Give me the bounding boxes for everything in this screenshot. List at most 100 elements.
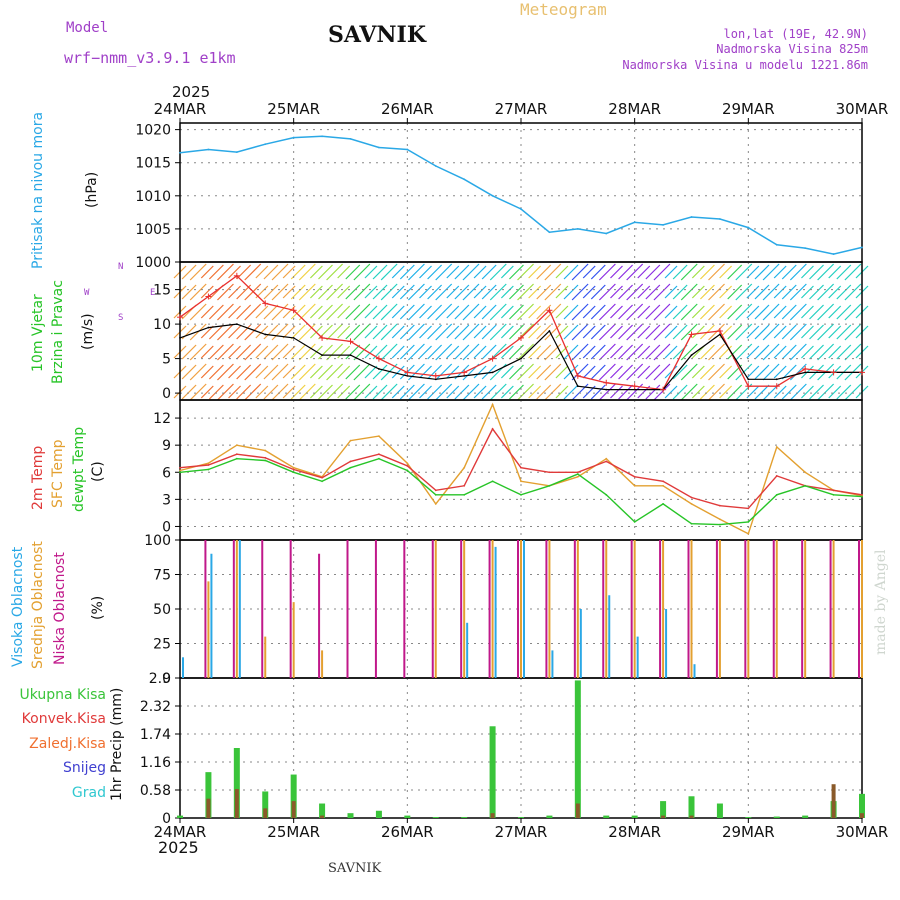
temp-sfc-point [491,403,494,406]
station-title: SAVNIK [328,22,426,48]
wind-barb [680,343,698,361]
wind-tick-label-3: 15 [153,283,171,299]
wind-barb [801,285,814,299]
wind-barb [544,323,562,341]
wind-barb [208,344,224,360]
wind-barb [236,324,252,340]
wind-barb [699,384,715,400]
wind-barb [672,304,688,320]
wind-barb [271,363,289,381]
temp-sfc-point [349,439,352,442]
wind-barb [618,344,633,360]
precip-bar-total [432,817,439,818]
pressure-point [832,253,835,255]
wind-barb [727,344,743,360]
wind-barb [217,323,234,341]
wind-barb [801,385,814,399]
wind-barb [836,344,852,360]
wind-barb [236,264,252,280]
pressure-point [662,224,664,226]
wind-barb [244,363,262,381]
wind-barb [326,283,344,301]
wind-barb [699,304,715,320]
precip-bar-conv [263,808,268,818]
wind-barb [754,264,770,280]
wind-mean-point [264,333,267,336]
wind-barb [517,363,534,381]
wind-barb [189,363,207,381]
wind-barb [672,264,688,280]
wind-barb [735,303,753,321]
wind-mean-point [690,354,693,357]
wind-barb [844,303,862,321]
date-label-top-6: 30MAR [836,100,889,118]
wind-barb [727,384,743,400]
wind-barb [555,305,569,319]
wind-barb [582,265,596,279]
wind-barb [735,343,753,361]
temp-dew-point [633,521,636,523]
temp-2m-point [179,466,181,469]
temp-2m-point [576,471,579,474]
wind-barb [427,304,443,320]
wind-barb [271,383,289,401]
wind-barb [590,284,606,300]
wind-barb [345,384,361,400]
wind-barb [419,265,432,279]
temp-2m-point [520,466,522,469]
temp-sfc-point [235,444,238,447]
wind-barb [500,325,514,339]
wind-barb [473,385,487,399]
wind-barb [563,324,579,340]
date-label-bottom-4: 28MAR [608,823,661,841]
wind-barb [555,285,569,299]
wind-barb [555,365,569,379]
temp-dew-point [861,495,863,498]
wind-barb [536,284,552,300]
wind-barb [500,285,514,299]
wind-barb [208,364,224,380]
wind-barb [454,284,470,300]
wind-barb [610,365,623,379]
precip-bar-total [518,817,524,818]
wind-mean-point [349,354,352,357]
temp-dew-point [662,502,664,505]
wind-barb [680,283,698,301]
wind-barb [528,265,542,279]
wind-barb [181,284,197,300]
compass-east: E [150,288,156,298]
wind-barb [298,323,316,341]
date-label-top-5: 29MAR [722,100,775,118]
wind-barb [762,263,780,281]
wind-barb [462,383,480,401]
model-altitude-label: Nadmorska Visina u modelu 1221.86m [622,58,868,72]
temp-dew-point [690,522,693,525]
wind-barb [836,324,852,340]
wind-barb [298,343,316,361]
wind-barb [255,345,269,359]
wind-barb [208,384,224,400]
wind-barb [582,285,596,299]
wind-barb [571,323,589,341]
wind-barb [244,323,262,341]
wind-barb [719,345,733,359]
wind-barb [836,264,852,280]
wind-barb [708,283,725,301]
precip-bar-total [262,791,269,818]
precip-bar-total [205,772,212,818]
wind-barb [708,383,725,401]
wind-barb [500,305,514,319]
wind-barb [200,325,214,339]
wind-barb [454,324,470,340]
pressure-frame [179,122,863,263]
wind-barb [672,364,688,380]
wind-barb [563,264,579,280]
wind-barb [419,285,432,299]
wind-barb [228,265,241,279]
precip-legend-conv: Konvek.Kisa [21,711,106,727]
temp-dew-point [349,466,352,469]
wind-barb [672,284,688,300]
pressure-point [264,143,267,146]
wind-barb [353,363,371,381]
precip-legend-strat: Zaledj.Kisa [29,736,106,752]
